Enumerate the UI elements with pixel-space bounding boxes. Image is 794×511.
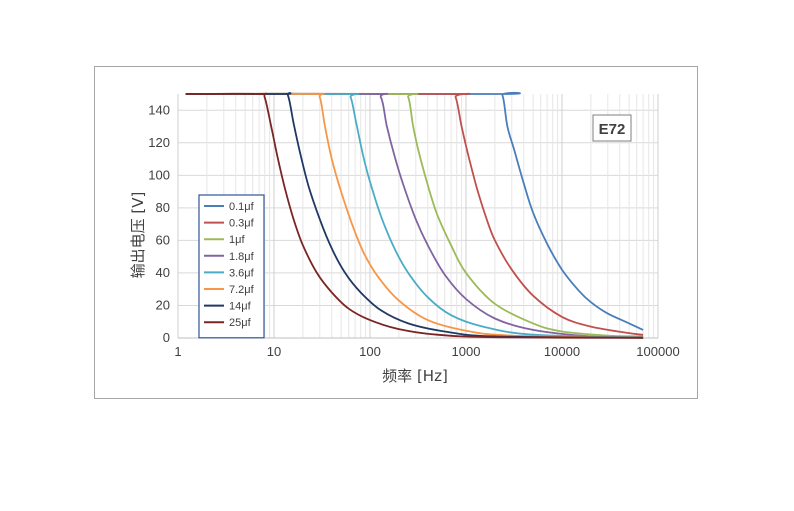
y-tick-label: 100 <box>148 167 170 182</box>
legend-label: 1.8μf <box>229 251 255 263</box>
y-tick-label: 20 <box>156 297 170 312</box>
series-lines <box>185 91 644 339</box>
legend-label: 0.3μf <box>229 218 255 230</box>
series-line <box>185 92 644 336</box>
legend-box <box>198 194 265 339</box>
legend: 0.1μf 0.3μf 1μf 1.8μf 3.6μf 7.2μf 14μf 25μf <box>198 194 265 339</box>
x-tick-label: 10 <box>267 344 281 359</box>
x-axis-title: 频率 [Hz] <box>382 367 448 385</box>
series-line <box>185 92 644 339</box>
x-tick-label: 1000 <box>452 344 481 359</box>
line-chart: 0 20 40 60 80 100 120 140 1 10 100 1000 10000 100000… <box>129 91 680 385</box>
legend-label: 14μf <box>229 301 252 313</box>
y-tick-label: 60 <box>156 232 170 247</box>
chart-frame: 0 20 40 60 80 100 120 140 1 10 100 1000 10000 100000… <box>94 66 698 399</box>
y-axis-ticks: 0 20 40 60 80 100 120 140 <box>148 102 170 345</box>
x-tick-label: 100 <box>359 344 381 359</box>
y-tick-label: 80 <box>156 200 170 215</box>
x-axis-ticks: 1 10 100 1000 10000 100000 <box>174 344 679 359</box>
legend-label: 25μf <box>229 317 252 329</box>
legend-label: 3.6μf <box>229 267 255 279</box>
y-tick-label: 0 <box>163 330 170 345</box>
series-line <box>185 92 644 339</box>
y-tick-label: 40 <box>156 265 170 280</box>
series-badge-label: E72 <box>599 121 626 138</box>
y-axis-title: 输出电压 [V] <box>129 192 147 279</box>
series-line <box>185 91 644 331</box>
legend-label: 7.2μf <box>229 284 255 296</box>
y-tick-label: 120 <box>148 135 170 150</box>
series-badge: E72 <box>592 114 632 142</box>
legend-label: 0.1μf <box>229 201 255 213</box>
x-tick-label: 100000 <box>636 344 679 359</box>
series-line <box>185 92 644 339</box>
x-tick-label: 10000 <box>544 344 580 359</box>
x-tick-label: 1 <box>174 344 181 359</box>
series-line <box>185 92 644 338</box>
series-line <box>185 92 644 339</box>
legend-label: 1μf <box>229 234 245 246</box>
y-tick-label: 140 <box>148 102 170 117</box>
series-line <box>185 92 644 339</box>
